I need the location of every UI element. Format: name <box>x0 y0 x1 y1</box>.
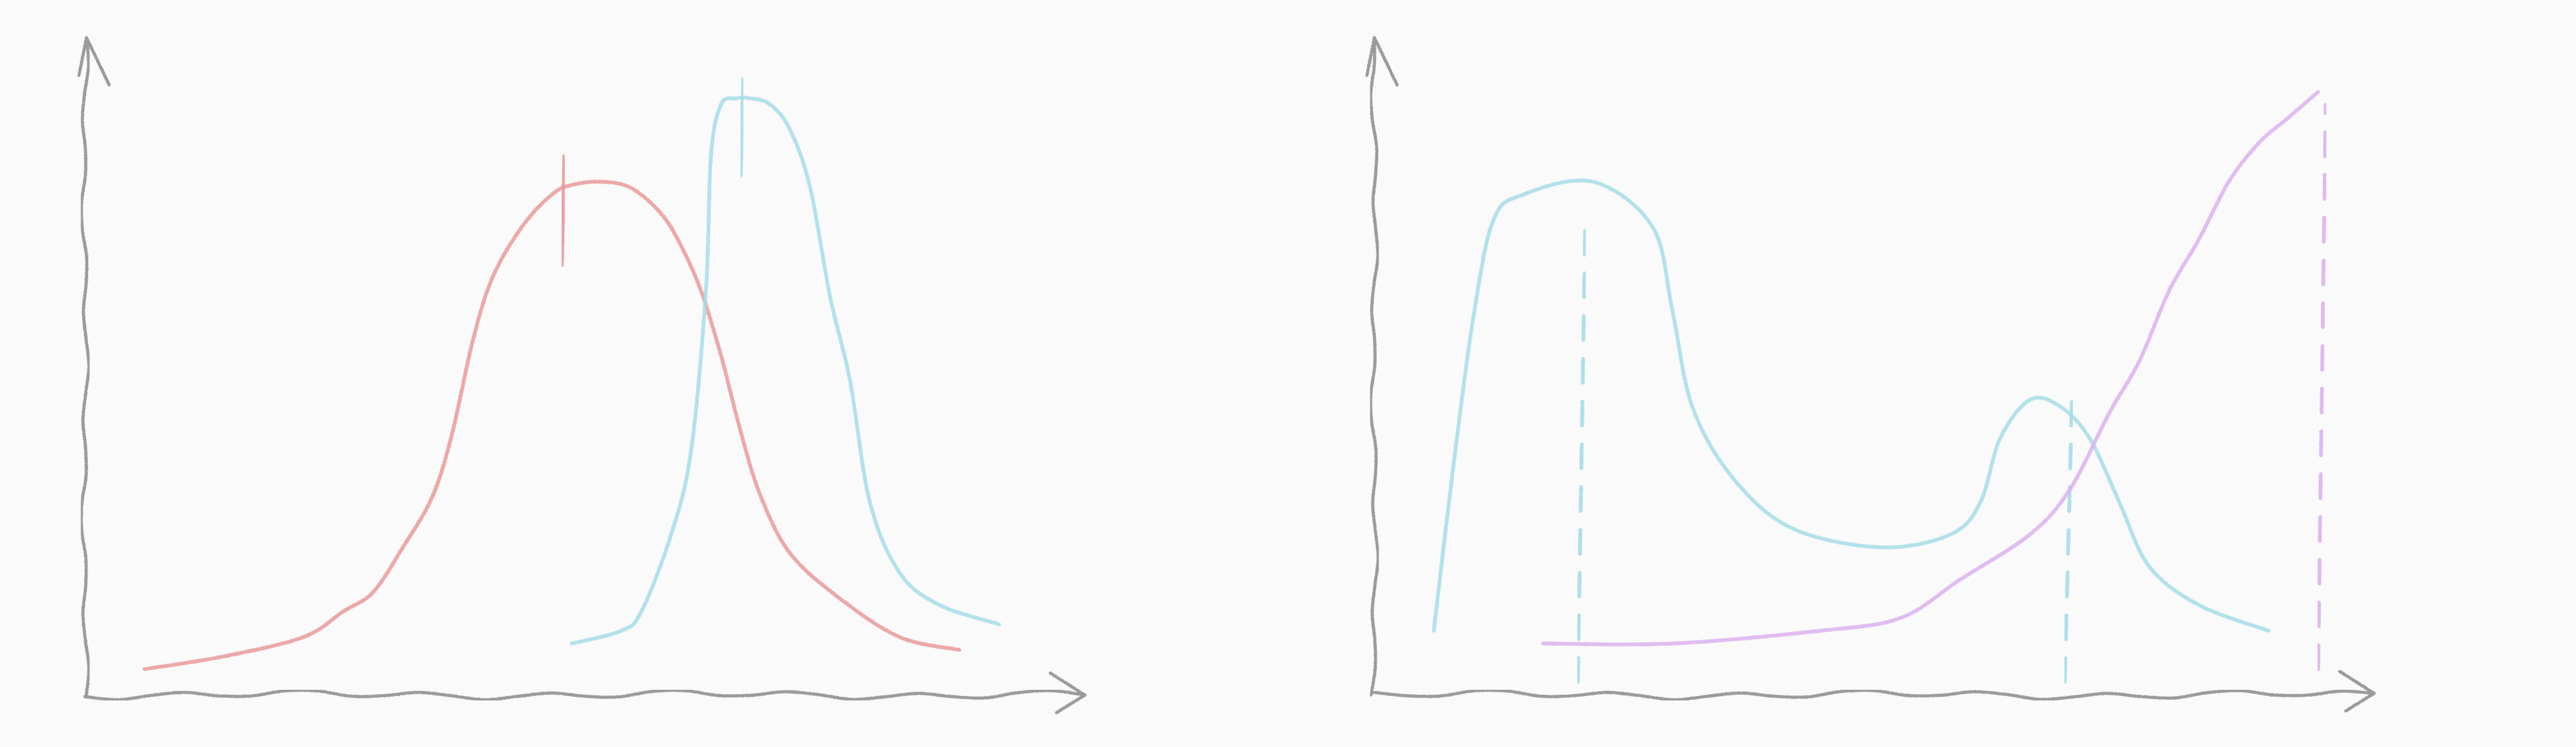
series-1-peak-marker-1 <box>560 154 567 267</box>
series-1-peak-marker-2 <box>2063 385 2075 684</box>
y-axis-arrow <box>1365 36 1399 87</box>
x-axis <box>1372 689 2376 702</box>
series-2-peak-marker-1 <box>738 77 745 177</box>
y-axis <box>79 36 91 697</box>
series-1-peak-marker-1 <box>1575 212 1587 684</box>
series-1-curve <box>1431 178 2270 633</box>
chart-panel-right <box>1365 36 2376 713</box>
series-1-curve <box>142 179 962 672</box>
x-axis-arrow <box>2338 670 2376 713</box>
x-axis <box>83 689 1087 702</box>
series-2-curve <box>570 96 1001 646</box>
series-2-curve <box>1541 90 2320 646</box>
chart-panel-left <box>77 36 1087 714</box>
x-axis-arrow <box>1048 671 1087 714</box>
y-axis-arrow <box>77 36 111 87</box>
y-axis <box>1368 36 1380 697</box>
series-2-peak-marker-1 <box>2316 102 2328 672</box>
